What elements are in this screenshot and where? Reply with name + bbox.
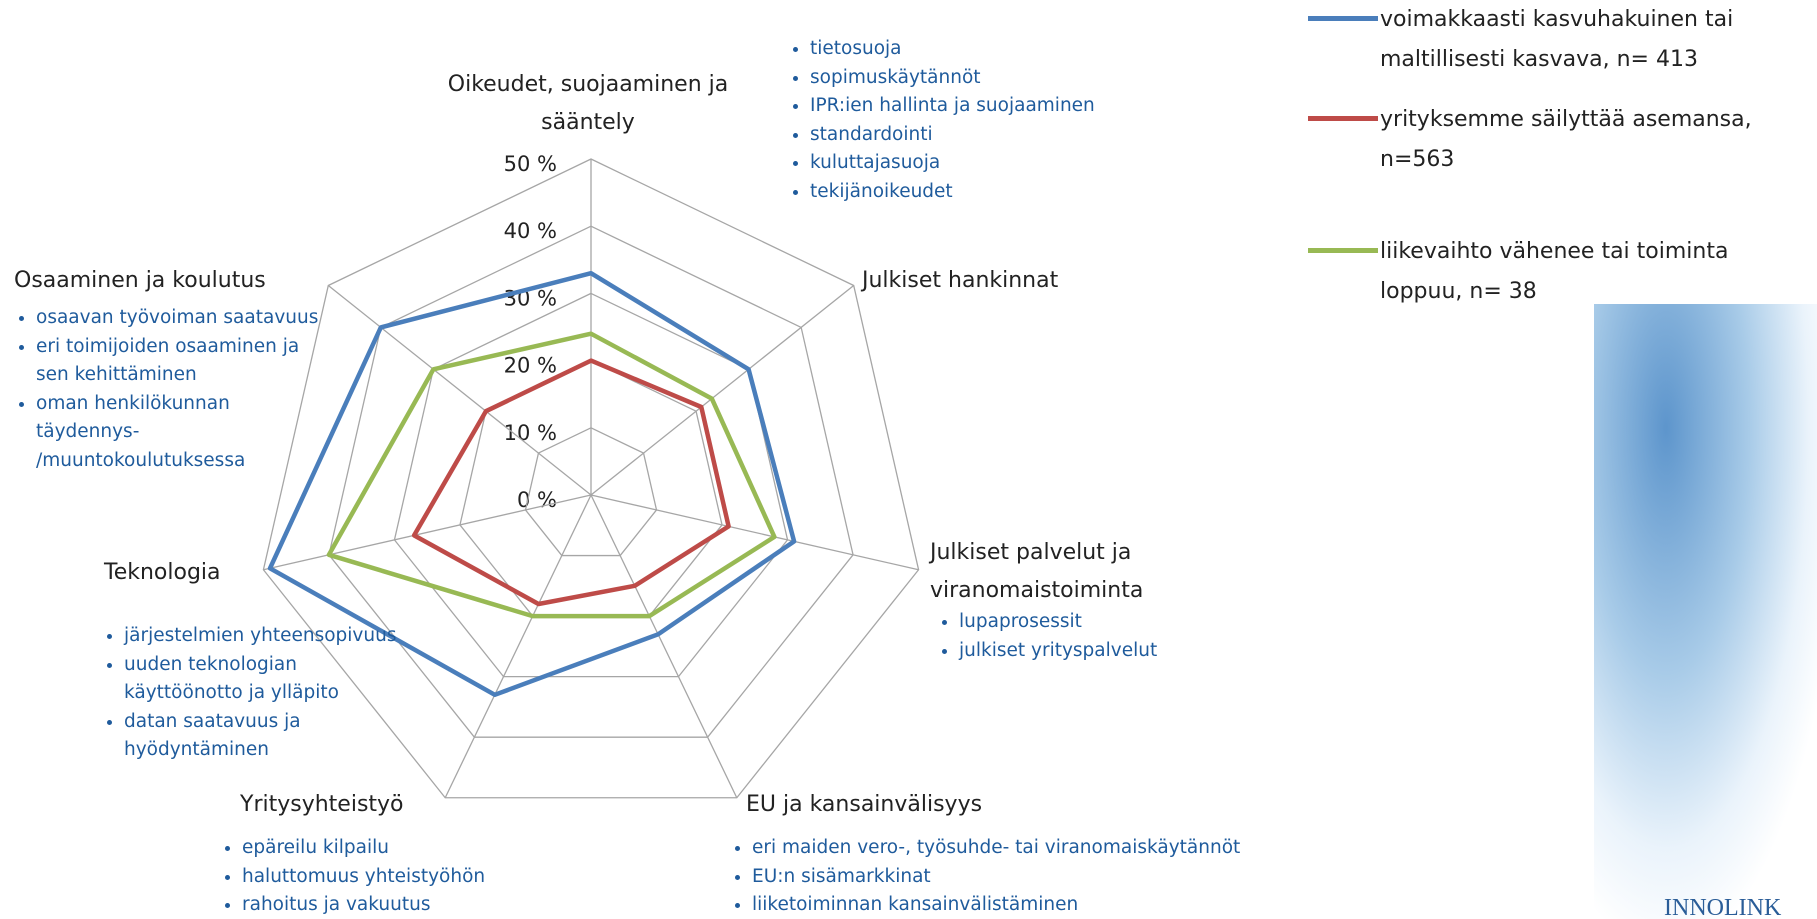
note-item: liiketoiminnan kansainvälistäminen — [752, 891, 1392, 919]
note-item: tekijänoikeudet — [810, 178, 1230, 207]
note-item: IPR:ien hallinta ja suojaaminen — [810, 92, 1230, 121]
note-item: osaavan työvoiman saatavuus — [36, 304, 336, 333]
note-list: eri maiden vero-, työsuhde- tai viranoma… — [728, 834, 1392, 919]
spoke — [263, 495, 591, 570]
legend-swatch — [1308, 248, 1378, 253]
note-item: EU:n sisämarkkinat — [752, 863, 1392, 892]
legend-swatch — [1308, 116, 1378, 121]
spoke — [445, 495, 591, 798]
category-label: Julkiset hankinnat — [862, 262, 1162, 300]
note-item: eri maiden vero-, työsuhde- tai viranoma… — [752, 834, 1392, 863]
note-item: lupaprosessit — [959, 608, 1289, 637]
legend-label: yrityksemme säilyttää asemansa, n=563 — [1380, 100, 1810, 180]
note-item: oman henkilökunnan täydennys- /muuntokou… — [36, 390, 336, 476]
note-item: datan saatavuus ja hyödyntäminen — [124, 708, 414, 765]
note-item: sopimuskäytännöt — [810, 64, 1230, 93]
note-list: epäreilu kilpailuhaluttomuus yhteistyöhö… — [218, 834, 602, 919]
category-label: EU ja kansainvälisyys — [746, 786, 1146, 824]
r-tick-label: 20 % — [504, 354, 557, 378]
legend-label: liikevaihto vähenee tai toiminta loppuu,… — [1380, 232, 1810, 312]
note-list: lupaprosessitjulkiset yrityspalvelut — [935, 608, 1289, 665]
note-item: standardointi — [810, 121, 1230, 150]
r-tick-label: 0 % — [517, 488, 557, 512]
spoke — [591, 495, 919, 570]
note-list: tietosuojasopimuskäytännötIPR:ien hallin… — [786, 35, 1230, 206]
spoke — [328, 286, 591, 495]
note-item: tietosuoja — [810, 35, 1230, 64]
note-item: rahoitus ja vakuutus — [242, 891, 602, 919]
page: 0 %10 %20 %30 %40 %50 % Oikeudet, suojaa… — [0, 0, 1817, 919]
note-item: eri toimijoiden osaaminen ja sen kehittä… — [36, 333, 336, 390]
note-item: haluttomuus yhteistyöhön — [242, 863, 602, 892]
note-list: osaavan työvoiman saatavuuseri toimijoid… — [12, 304, 336, 475]
spoke — [591, 495, 737, 798]
category-label: Yritysyhteistyö — [240, 786, 540, 824]
note-item: epäreilu kilpailu — [242, 834, 602, 863]
category-label: Oikeudet, suojaaminen ja sääntely — [428, 66, 748, 142]
legend-entry: liikevaihto vähenee tai toiminta loppuu,… — [1308, 232, 1808, 312]
note-item: järjestelmien yhteensopivuus — [124, 622, 414, 651]
legend-entry: voimakkaasti kasvuhakuinen tai maltillis… — [1308, 0, 1808, 80]
r-tick-label: 10 % — [504, 421, 557, 445]
r-tick-label: 50 % — [504, 152, 557, 176]
legend-entry: yrityksemme säilyttää asemansa, n=563 — [1308, 100, 1808, 180]
note-item: kuluttajasuoja — [810, 149, 1230, 178]
cover-image: INNOLINK — [1594, 304, 1817, 919]
category-label: Julkiset palvelut ja viranomaistoiminta — [930, 534, 1200, 610]
series-line — [414, 361, 728, 604]
category-label: Osaaminen ja koulutus — [14, 262, 344, 300]
note-list: järjestelmien yhteensopivuusuuden teknol… — [100, 622, 414, 765]
legend-swatch — [1308, 16, 1378, 21]
r-tick-label: 40 % — [504, 219, 557, 243]
logo: INNOLINK — [1664, 895, 1781, 919]
note-item: julkiset yrityspalvelut — [959, 637, 1289, 666]
category-label: Teknologia — [104, 554, 304, 592]
note-item: uuden teknologian käyttöönotto ja ylläpi… — [124, 651, 414, 708]
spoke — [591, 286, 854, 495]
legend-label: voimakkaasti kasvuhakuinen tai maltillis… — [1380, 0, 1810, 80]
